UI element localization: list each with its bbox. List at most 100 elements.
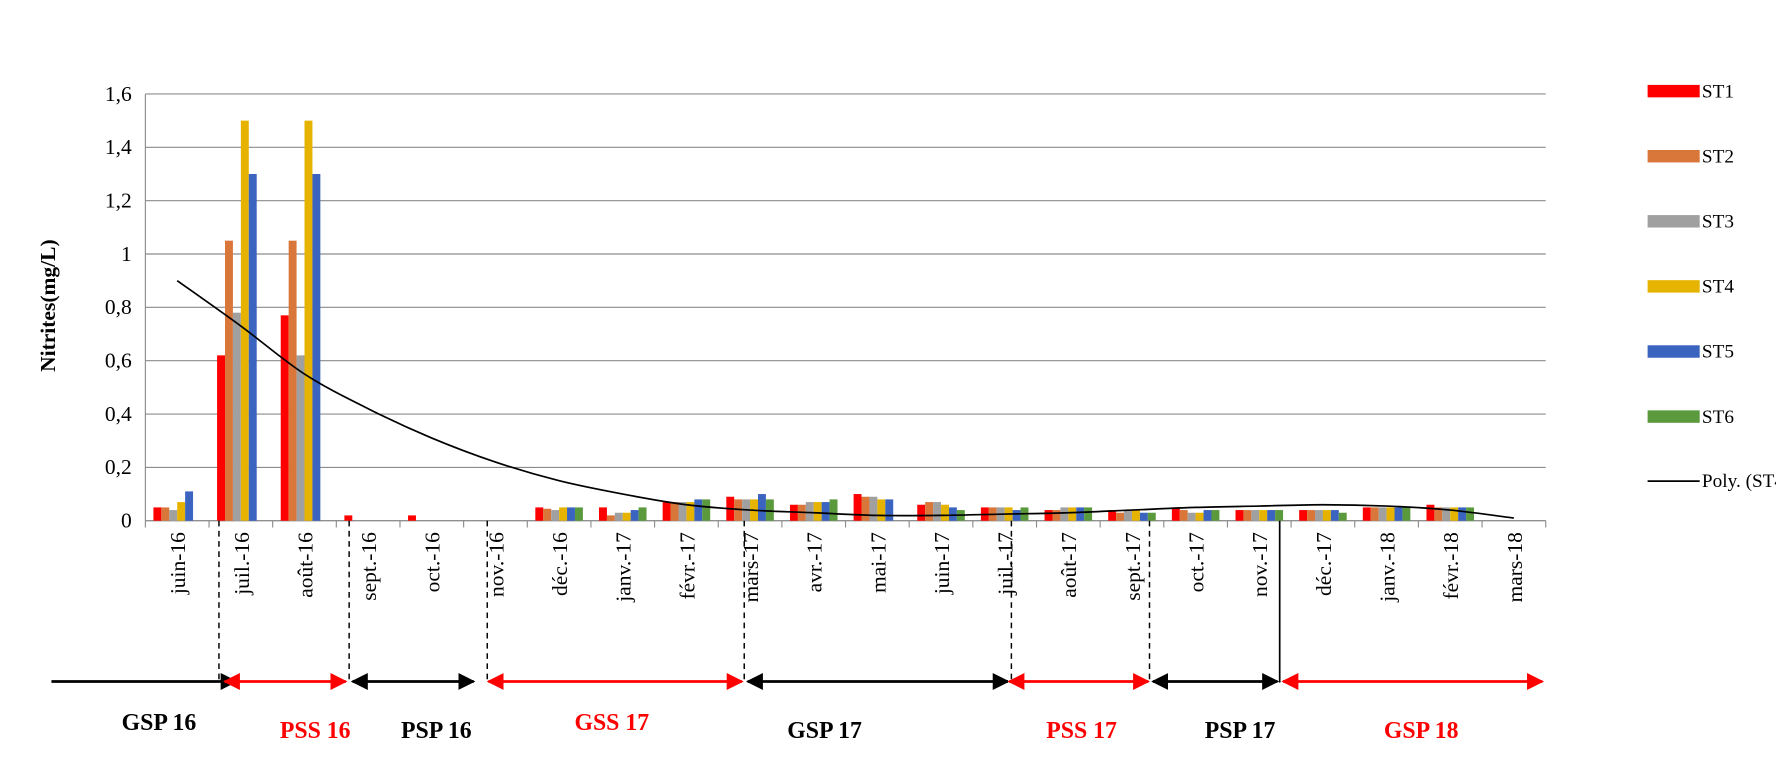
season-label: GSS 17: [574, 710, 649, 736]
bar: [1338, 512, 1347, 521]
y-tick-label: 0,2: [105, 455, 132, 479]
bar: [1108, 510, 1117, 521]
bar: [1187, 512, 1196, 521]
x-tick-label: juil.-17: [994, 532, 1018, 596]
legend-swatch: [1647, 410, 1700, 423]
bar: [248, 173, 257, 521]
bar: [1243, 510, 1252, 521]
x-tick-label: déc.-17: [1312, 532, 1336, 596]
bar: [177, 502, 186, 521]
bar: [678, 502, 687, 521]
y-tick-label: 0: [121, 509, 132, 533]
bar: [1131, 510, 1140, 521]
y-tick-label: 0,6: [105, 348, 132, 372]
season-label: PSP 16: [401, 718, 472, 744]
bar: [1259, 510, 1268, 521]
bar: [1116, 512, 1125, 521]
bar: [232, 312, 241, 521]
legend-label: ST1: [1702, 81, 1734, 102]
bar: [312, 173, 321, 521]
bar: [280, 315, 289, 521]
bar: [869, 496, 878, 521]
bar: [670, 502, 679, 521]
bar: [1052, 510, 1061, 521]
bar: [1179, 510, 1188, 521]
legend-swatch: [1647, 84, 1700, 98]
x-tick-label: janv.-18: [1376, 532, 1400, 603]
bar: [941, 504, 949, 521]
bar: [408, 515, 416, 521]
bar: [1171, 507, 1180, 521]
bar: [630, 510, 639, 521]
x-tick-label: févr.-17: [675, 532, 699, 600]
bar: [1370, 507, 1379, 521]
bar: [185, 491, 194, 521]
bar: [1203, 510, 1212, 521]
bar: [813, 502, 822, 521]
bar: [1426, 504, 1435, 521]
legend-swatch: [1647, 149, 1700, 163]
bar: [853, 494, 862, 521]
y-tick-label: 1,4: [105, 135, 132, 159]
bar: [153, 507, 162, 521]
x-tick-label: avr.-17: [803, 532, 827, 593]
legend-label: ST4: [1702, 277, 1734, 298]
legend-label: ST6: [1702, 407, 1734, 428]
bar: [1084, 507, 1093, 521]
bar: [1139, 512, 1148, 521]
x-tick-label: nov.-16: [484, 532, 508, 597]
bar: [933, 502, 942, 521]
y-axis-title: Nitrites(mg/L): [36, 239, 60, 372]
bar: [1330, 510, 1339, 521]
legend-swatch: [1647, 280, 1700, 293]
trend-line: [176, 279, 1515, 519]
bar: [765, 499, 774, 521]
y-tick-label: 1: [121, 242, 132, 266]
bar: [225, 240, 233, 521]
bar: [1267, 510, 1276, 521]
bar: [1076, 507, 1085, 521]
bar: [1434, 507, 1443, 521]
bar: [614, 512, 623, 521]
bar: [344, 515, 353, 521]
bar: [304, 120, 313, 521]
bar: [686, 502, 695, 521]
bar: [1362, 507, 1371, 521]
bar: [1060, 507, 1069, 521]
bar: [1315, 510, 1323, 521]
x-tick-label: janv.-17: [612, 532, 636, 603]
bar: [543, 508, 552, 521]
season-label: PSP 17: [1205, 718, 1276, 744]
bar: [240, 120, 249, 521]
x-tick-label: nov.-17: [1248, 532, 1272, 597]
bar: [694, 499, 703, 521]
bar: [662, 502, 671, 521]
bar: [1195, 512, 1204, 521]
bar: [1322, 510, 1331, 521]
bar: [1012, 510, 1021, 521]
legend-label: ST2: [1702, 146, 1734, 167]
bar: [574, 507, 583, 521]
x-tick-label: oct.-16: [421, 532, 445, 593]
season-label: GSP 16: [122, 710, 197, 736]
bar: [1394, 507, 1403, 521]
x-tick-label: sept.-17: [1121, 532, 1145, 601]
x-tick-label: juin-17: [930, 532, 954, 595]
bar: [1450, 507, 1459, 521]
season-label: GSP 17: [787, 718, 862, 744]
legend-label: ST3: [1702, 212, 1734, 233]
season-label: GSP 18: [1384, 718, 1459, 744]
bar: [1044, 510, 1053, 521]
bar: [1124, 510, 1132, 521]
season-label: PSS 17: [1046, 718, 1117, 744]
legend-swatch: [1647, 215, 1700, 228]
bar: [1275, 510, 1284, 521]
bar: [1458, 507, 1467, 521]
bar: [551, 510, 560, 521]
bar: [559, 507, 568, 521]
bar: [535, 507, 544, 521]
y-tick-label: 1,2: [105, 188, 132, 212]
bar: [1147, 512, 1156, 521]
bar: [1068, 507, 1077, 521]
x-tick-label: févr.-18: [1439, 532, 1463, 599]
